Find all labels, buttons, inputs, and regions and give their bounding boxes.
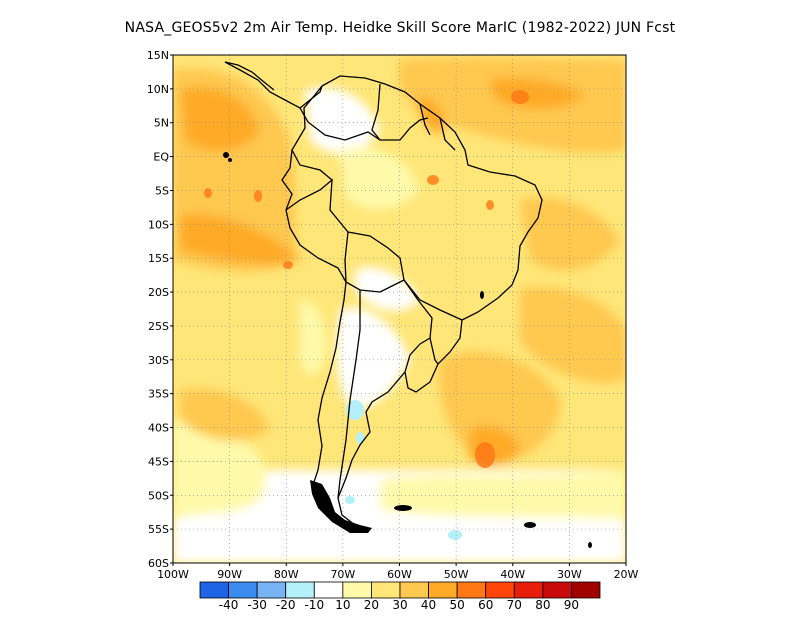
lat-label: 50S xyxy=(148,489,169,502)
islands xyxy=(223,152,592,548)
lat-label: 25S xyxy=(148,320,169,333)
legend-tick-label: 20 xyxy=(363,598,380,612)
lat-label: 55S xyxy=(148,523,169,536)
legend-tick-label: 30 xyxy=(392,598,408,612)
lon-label: 80W xyxy=(274,568,299,581)
shaded-field xyxy=(173,55,626,563)
lat-label: 5N xyxy=(154,117,169,130)
lat-label: 60S xyxy=(148,557,169,570)
lat-label: EQ xyxy=(153,151,169,164)
legend-tick-label: -20 xyxy=(275,598,296,612)
coastlines xyxy=(224,61,543,533)
latitude-labels: 15N 10N 5N EQ 5S 10S 15S 20S 25S 30S 35S 40S 45S 50S 5… xyxy=(147,49,173,570)
legend-tick-label: 90 xyxy=(563,598,580,612)
lat-label: 10N xyxy=(147,83,169,96)
legend-swatch xyxy=(313,581,344,599)
lon-label: 70W xyxy=(330,568,355,581)
legend-tick-label: -30 xyxy=(247,598,267,612)
lon-label: 30W xyxy=(557,568,582,581)
legend-tick-label: 60 xyxy=(478,598,494,612)
legend-tick-labels: -40 -30 -20 -10 10 20 30 40 50 60 70 80 90 xyxy=(0,598,800,614)
lat-label: 40S xyxy=(148,422,169,435)
lat-label: 20S xyxy=(148,286,169,299)
lat-label: 35S xyxy=(148,388,169,401)
legend-tick-label: 80 xyxy=(535,598,551,612)
longitude-labels: 100W 90W 80W 70W 60W 50W 40W 30W 20W xyxy=(157,563,639,581)
legend-swatch xyxy=(371,581,401,599)
lat-label: 15N xyxy=(147,49,169,62)
legend-swatch xyxy=(342,581,372,599)
legend-swatch xyxy=(399,581,429,599)
legend-tick-label: 70 xyxy=(506,598,522,612)
lon-label: 100W xyxy=(157,568,189,581)
legend-tick-label: 50 xyxy=(449,598,465,612)
lon-label: 20W xyxy=(614,568,639,581)
legend-swatch xyxy=(256,581,287,599)
legend-swatch xyxy=(571,581,601,599)
legend-swatch xyxy=(428,581,458,599)
lat-label: 15S xyxy=(148,252,169,265)
lat-label: 30S xyxy=(148,354,169,367)
lon-label: 90W xyxy=(217,568,242,581)
lat-label: 5S xyxy=(155,184,169,197)
legend-tick-label: 10 xyxy=(335,598,351,612)
legend-swatch xyxy=(513,581,544,599)
legend-swatch xyxy=(285,581,315,599)
legend-tick-label: -40 xyxy=(218,598,239,612)
legend-swatch xyxy=(485,581,515,599)
legend-swatch xyxy=(199,581,229,599)
lat-label: 10S xyxy=(148,218,169,231)
color-legend xyxy=(199,581,601,599)
legend-swatch xyxy=(456,581,487,599)
lat-label: 45S xyxy=(148,455,169,468)
legend-swatch xyxy=(542,581,572,599)
legend-tick-label: 40 xyxy=(420,598,437,612)
lon-label: 40W xyxy=(500,568,525,581)
map-title: NASA_GEOS5v2 2m Air Temp. Heidke Skill S… xyxy=(124,20,676,36)
lon-label: 60W xyxy=(387,568,412,581)
lon-label: 50W xyxy=(444,568,469,581)
legend-swatch xyxy=(228,581,258,599)
legend-tick-label: -10 xyxy=(304,598,325,612)
